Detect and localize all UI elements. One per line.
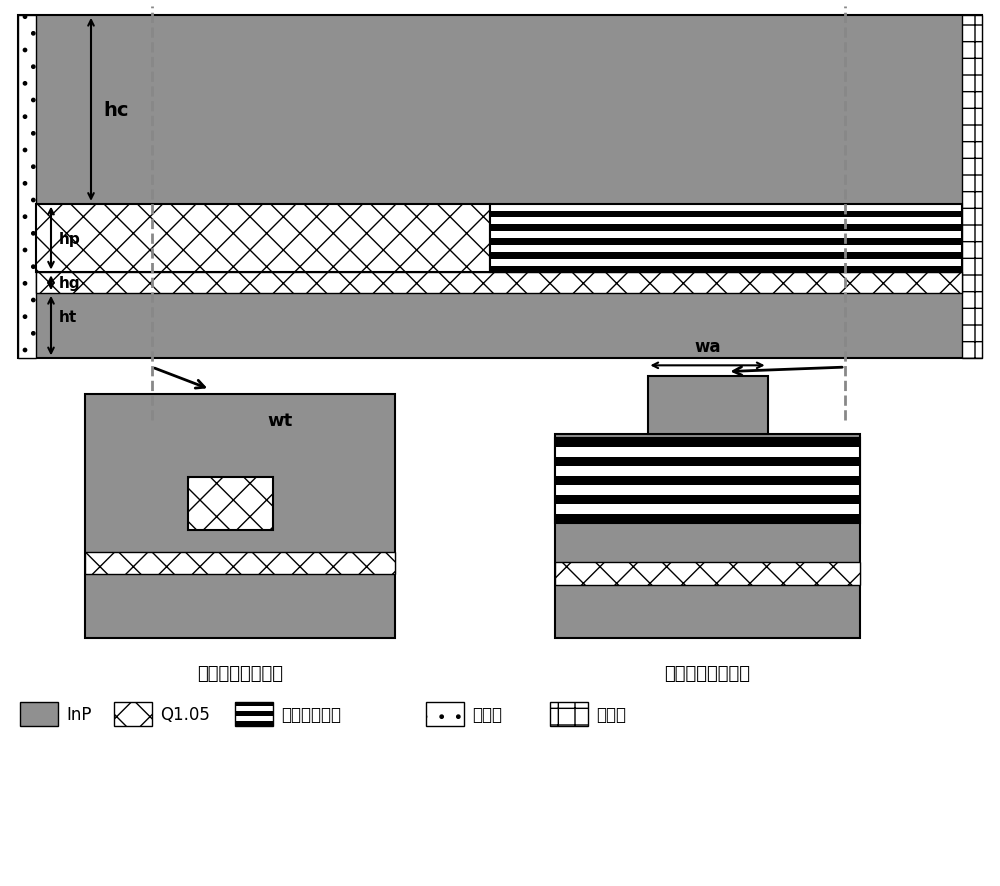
Bar [555, 505, 860, 514]
Text: 量子阱增益区: 量子阱增益区 [281, 705, 341, 723]
Bar [36, 205, 490, 273]
Text: wt: wt [267, 412, 293, 430]
Bar [188, 478, 272, 531]
Bar [85, 553, 395, 574]
Bar [555, 477, 860, 486]
Bar [648, 377, 768, 434]
Text: InP: InP [66, 705, 92, 723]
Bar [235, 711, 273, 717]
Bar [490, 253, 962, 260]
Bar [235, 702, 273, 707]
Bar [490, 267, 962, 273]
Bar [235, 707, 273, 711]
Bar [18, 16, 982, 359]
Bar [114, 702, 152, 727]
Bar [490, 205, 962, 273]
Bar [550, 702, 588, 727]
Bar [18, 16, 36, 359]
Bar [555, 467, 860, 477]
Text: hg: hg [59, 276, 81, 291]
Bar [555, 439, 860, 524]
Bar [555, 486, 860, 495]
Text: 有源波导部分截面: 有源波导部分截面 [664, 664, 750, 682]
Bar [490, 212, 962, 218]
Text: 高反膜: 高反膜 [596, 705, 626, 723]
Bar [555, 434, 860, 638]
Bar [490, 260, 962, 267]
Bar [555, 514, 860, 524]
Text: wa: wa [694, 338, 721, 355]
Bar [555, 495, 860, 505]
Bar [235, 702, 273, 727]
Text: ht: ht [59, 310, 77, 325]
Bar [235, 721, 273, 727]
Bar [490, 232, 962, 239]
Bar [85, 394, 395, 638]
Text: Q1.05: Q1.05 [160, 705, 210, 723]
Text: hp: hp [59, 231, 81, 246]
Text: 无源波导部分截面: 无源波导部分截面 [197, 664, 283, 682]
Text: 增透膜: 增透膜 [472, 705, 502, 723]
Bar [36, 273, 962, 293]
Bar [20, 702, 58, 727]
Bar [490, 225, 962, 232]
Bar [490, 239, 962, 245]
Bar [490, 218, 962, 225]
Bar [962, 16, 982, 359]
Bar [555, 563, 860, 585]
Bar [490, 245, 962, 253]
Bar [235, 717, 273, 721]
Bar [490, 205, 962, 212]
Text: hc: hc [103, 101, 128, 120]
Bar [555, 457, 860, 467]
Bar [555, 447, 860, 457]
Bar [555, 439, 860, 447]
Bar [426, 702, 464, 727]
